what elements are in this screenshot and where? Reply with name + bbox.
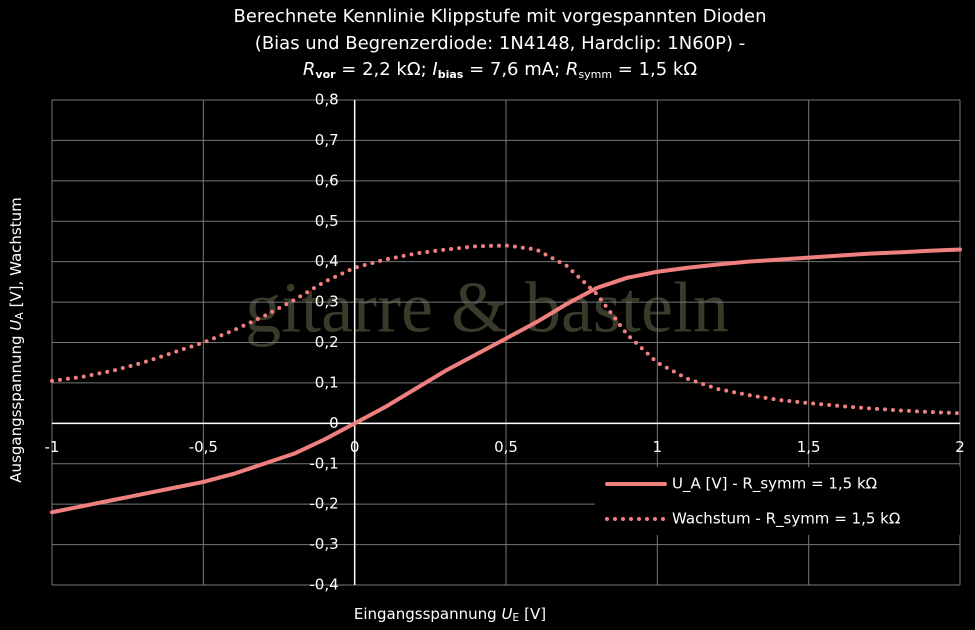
y-tick-label: -0,3	[309, 535, 338, 553]
x-tick-label: -1	[45, 438, 60, 456]
x-tick-label: -0,5	[189, 438, 218, 456]
series-line	[50, 243, 962, 416]
y-tick-label: 0,3	[315, 293, 339, 311]
y-axis-label: Ausgangsspannung UA [V], Wachstum	[7, 197, 27, 482]
legend-label: U_A [V] - R_symm = 1,5 kΩ	[672, 475, 877, 494]
text: vor	[315, 68, 336, 81]
text: symm	[578, 68, 612, 81]
text: = 7,6 mA;	[463, 59, 566, 80]
x-axis-label: Eingangsspannung UE [V]	[354, 605, 546, 625]
text: I	[432, 59, 437, 80]
text: R	[303, 59, 316, 80]
x-tick-label: 2	[955, 438, 965, 456]
x-tick-label: 1	[653, 438, 663, 456]
watermark: gitarre & basteln	[245, 268, 729, 348]
legend-label: Wachstum - R_symm = 1,5 kΩ	[672, 510, 900, 529]
legend-box	[595, 467, 960, 535]
x-tick-label: 0,5	[494, 438, 518, 456]
y-tick-label: -0,4	[309, 576, 338, 594]
text: A	[13, 312, 26, 320]
text: = 1,5 kΩ	[612, 59, 697, 80]
text: bias	[438, 68, 464, 81]
y-tick-label: 0,2	[315, 333, 339, 351]
chart-subtitle: Rvor = 2,2 kΩ; Ibias = 7,6 mA; Rsymm = 1…	[303, 59, 697, 81]
text: Eingangsspannung	[354, 605, 502, 623]
y-tick-label: 0	[329, 414, 339, 432]
text: [V], Wachstum	[7, 197, 25, 312]
text: Ausgangsspannung	[7, 331, 25, 483]
y-tick-label: -0,2	[309, 495, 338, 513]
y-tick-label: 0,4	[315, 252, 339, 270]
chart-title: Berechnete Kennlinie Klippstufe mit vorg…	[233, 6, 766, 27]
text: [V]	[519, 605, 546, 623]
text: U	[7, 320, 25, 331]
text: U	[501, 605, 512, 623]
y-tick-label: 0,6	[315, 171, 339, 189]
text: = 2,2 kΩ;	[336, 59, 433, 80]
y-tick-label: 0,5	[315, 212, 339, 230]
x-tick-label: 1,5	[797, 438, 821, 456]
text: E	[512, 611, 519, 624]
series-line	[50, 247, 962, 515]
y-tick-label: 0,8	[315, 91, 339, 109]
x-tick-label: 0	[350, 438, 360, 456]
text: R	[566, 59, 579, 80]
y-tick-label: 0,1	[315, 373, 339, 391]
y-tick-label: -0,1	[309, 454, 338, 472]
y-tick-label: 0,7	[315, 131, 339, 149]
chart-subtitle: (Bias und Begrenzerdiode: 1N4148, Hardcl…	[255, 33, 745, 54]
